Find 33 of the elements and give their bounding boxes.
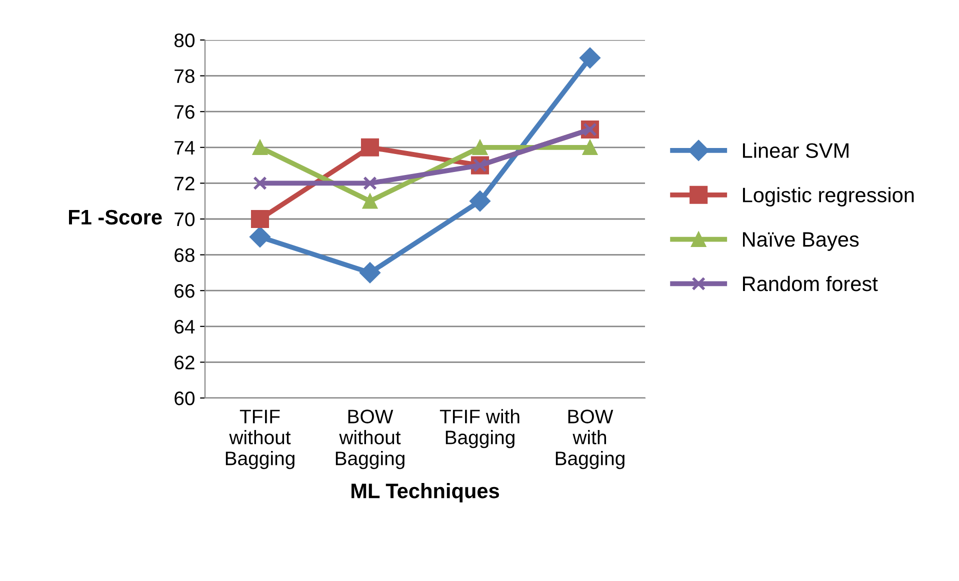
y-tick-label: 78 <box>174 69 194 84</box>
x-tick-label: BOW without Bagging <box>336 410 404 470</box>
y-tick-label: 80 <box>174 33 195 48</box>
point <box>579 47 601 68</box>
point <box>472 140 488 156</box>
legend-label: Random forest <box>743 276 878 292</box>
y-tick-label: 76 <box>174 105 194 119</box>
y-tick-label: 66 <box>174 284 194 298</box>
y-axis-title: F1 -Score <box>69 210 162 225</box>
point <box>253 176 267 190</box>
point <box>360 138 380 156</box>
point <box>582 140 598 156</box>
y-tick-label: 60 <box>174 391 195 406</box>
y-tick-label: 64 <box>174 320 195 334</box>
y-tick-label: 74 <box>174 141 195 154</box>
point <box>469 190 491 212</box>
x-axis-title: ML Techniques <box>352 483 500 502</box>
legend-label: Logistic regression <box>743 187 914 206</box>
y-tick-label: 70 <box>174 212 195 226</box>
point <box>250 210 270 228</box>
y-tick-label: 62 <box>174 356 194 370</box>
point <box>249 226 271 248</box>
point <box>252 140 268 156</box>
legend-label: Naïve Bayes <box>743 232 859 251</box>
x-tick-label: BOW with Bagging <box>556 410 624 470</box>
point <box>362 193 378 209</box>
point <box>363 176 377 190</box>
y-tick-label: 68 <box>174 248 194 262</box>
x-tick-label: TFIF without Bagging <box>226 410 294 470</box>
point <box>359 262 381 284</box>
x-tick-label: TFIF with Bagging <box>440 409 520 448</box>
legend-label: Linear SVM <box>743 142 848 158</box>
y-tick-label: 72 <box>174 176 194 190</box>
